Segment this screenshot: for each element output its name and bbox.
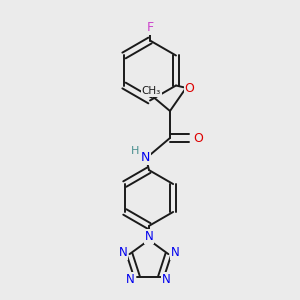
- Text: N: N: [145, 230, 153, 243]
- Text: O: O: [184, 82, 194, 95]
- Text: CH₃: CH₃: [142, 86, 161, 96]
- Text: N: N: [140, 151, 150, 164]
- Text: N: N: [162, 273, 171, 286]
- Text: O: O: [194, 131, 203, 145]
- Text: N: N: [118, 246, 127, 259]
- Text: H: H: [131, 146, 139, 157]
- Text: N: N: [171, 246, 179, 259]
- Text: N: N: [126, 273, 135, 286]
- Text: F: F: [146, 21, 154, 34]
